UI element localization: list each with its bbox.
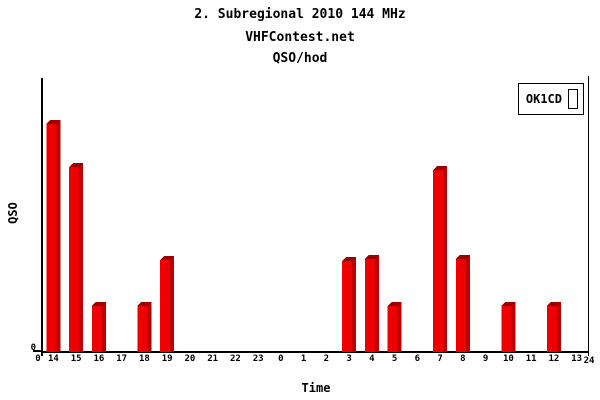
bar-front-face [137,306,148,352]
x-tick-label: 10 [502,354,514,364]
x-tick-label: 8 [460,354,466,364]
x-right-edge-label: 24 [583,356,595,366]
bar-top-face [91,302,106,306]
x-tick-label: 12 [548,354,560,364]
bar-hour-8 [455,255,470,352]
plot-right-border [588,76,589,356]
bar-hour-19 [160,256,175,352]
x-tick-label: 19 [161,354,173,364]
bar-hour-10 [501,302,516,352]
bar-hour-16 [91,302,106,352]
bar-front-face [546,306,557,352]
bar-hour-5 [387,302,402,352]
x-left-edge-label: 0 [35,354,41,364]
x-tick-label: 15 [70,354,82,364]
y-zero-tick [33,350,41,352]
x-tick-label: 0 [278,354,284,364]
bar-side-face [443,166,448,352]
x-axis-title: Time [301,381,331,395]
x-tick-label: 17 [116,354,128,364]
x-tick-label: 5 [391,354,398,364]
x-tick-label: 14 [47,354,59,364]
chart-title: 2. Subregional 2010 144 MHz [194,7,406,22]
bar-front-face [433,170,444,352]
x-tick-label: 3 [346,354,352,364]
bar-front-face [501,306,512,352]
x-tick-label: 2 [323,354,330,364]
bar-hour-7 [433,166,448,352]
bar-side-face [511,302,516,352]
bar-front-face [91,306,102,352]
bar-side-face [147,302,152,352]
x-tick-label: 23 [252,354,264,364]
x-tick-label: 21 [207,354,219,364]
x-tick-label: 13 [571,354,583,364]
bar-top-face [433,166,448,170]
bar-hour-4 [364,255,379,352]
bar-front-face [455,259,466,352]
chart-subtitle: VHFContest.net [245,30,355,45]
chart-subtitle2: QSO/hod [272,51,328,66]
x-axis-line [41,351,588,353]
x-tick-label: 22 [229,354,241,364]
bar-top-face [137,302,152,306]
bar-side-face [374,255,379,352]
x-tick-label: 9 [482,354,489,364]
bar-top-face [46,120,61,124]
bar-top-face [160,256,175,260]
x-tick-label: 11 [525,354,537,364]
bar-top-face [546,302,561,306]
bar-side-face [465,255,470,352]
x-tick-label: 16 [93,354,105,364]
bar-side-face [101,302,106,352]
x-tick-label: 20 [184,354,196,364]
x-tick-label: 4 [369,354,375,364]
bar-top-face [387,302,402,306]
bar-hour-18 [137,302,152,352]
bar-side-face [79,163,84,352]
x-tick-label: 1 [300,354,307,364]
bar-front-face [387,306,398,352]
bar-front-face [69,167,80,352]
bar-front-face [342,261,353,352]
bar-hour-3 [342,257,357,352]
y-axis-line [41,78,43,356]
x-tick-label: 7 [437,354,443,364]
bar-side-face [170,256,175,352]
bar-side-face [352,257,357,352]
bar-front-face [364,259,375,352]
bar-side-face [556,302,561,352]
bar-top-face [69,163,84,167]
bar-top-face [342,257,357,261]
bar-front-face [46,124,57,352]
bar-side-face [56,120,61,352]
bar-hour-14 [46,120,61,352]
legend-box: OK1CD [518,83,584,115]
bar-top-face [455,255,470,259]
legend-label: OK1CD [525,92,562,106]
bar-side-face [397,302,402,352]
legend-swatch-icon [568,89,578,109]
bar-front-face [160,260,171,352]
bar-hour-15 [69,163,84,352]
y-zero-label: 0 [30,343,36,353]
bar-top-face [501,302,516,306]
x-tick-label: 18 [138,354,150,364]
x-tick-label: 6 [414,354,421,364]
bar-top-face [364,255,379,259]
bar-hour-12 [546,302,561,352]
